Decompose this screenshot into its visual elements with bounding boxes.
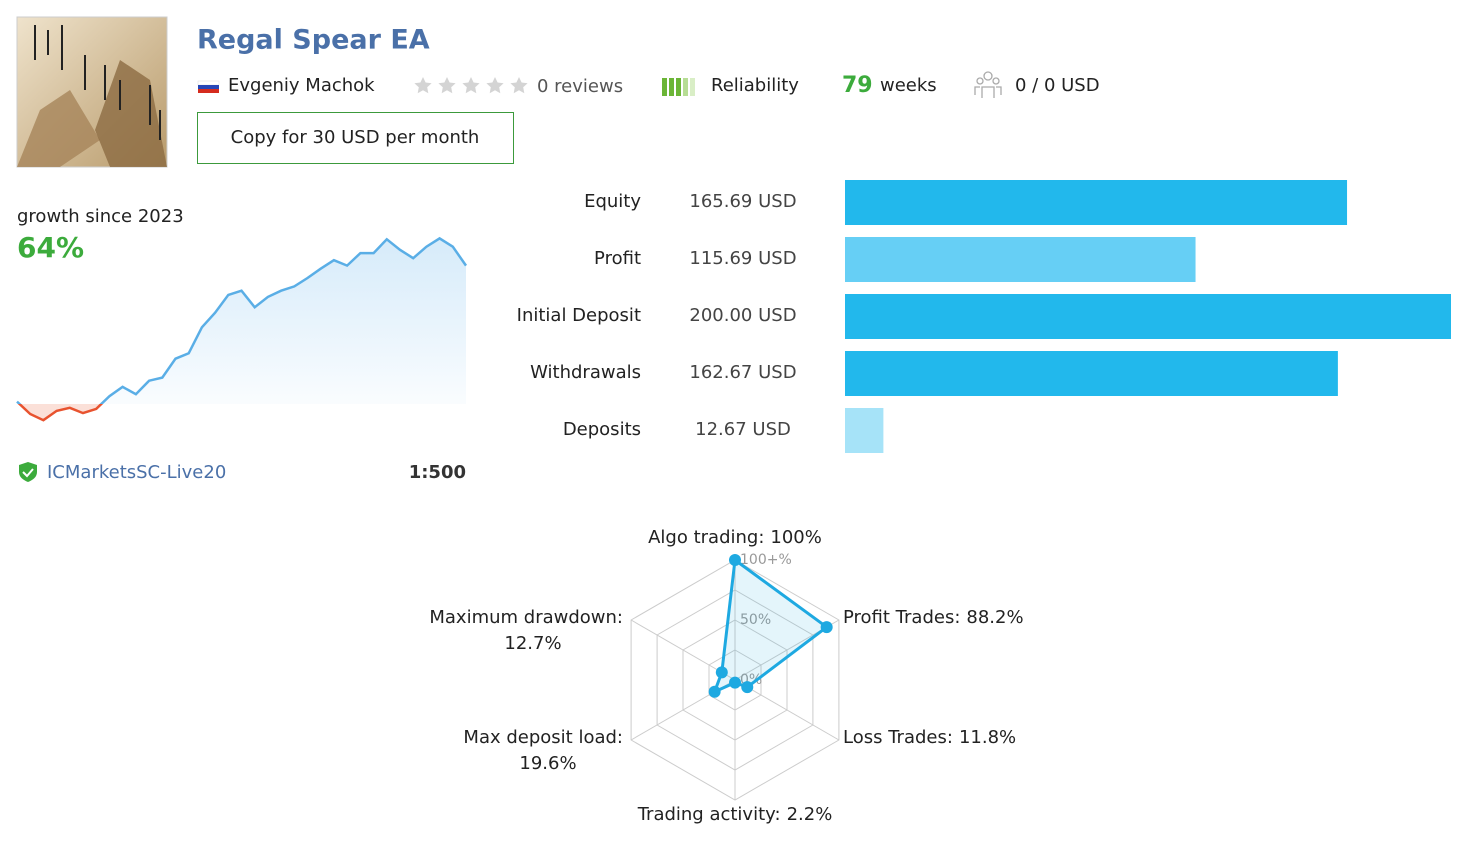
reviews[interactable]: 0 reviews	[537, 76, 623, 97]
bar-value-label: 115.69 USD	[689, 248, 796, 269]
radar-value-label: 2.2%	[787, 804, 833, 825]
weeks-unit: weeks	[880, 75, 937, 96]
radar-label: Trading activity: 2.2%	[637, 804, 833, 825]
radar-value-label: 11.8%	[959, 727, 1016, 748]
radar-tick-label: 50%	[740, 612, 771, 628]
radar-value-label: 19.6%	[519, 753, 576, 774]
growth-negative-area	[19, 404, 102, 421]
radar-category: Max deposit load:	[463, 727, 623, 748]
radar-value-label: 88.2%	[966, 607, 1023, 628]
broker-icon	[19, 462, 37, 482]
leverage: 1:500	[409, 462, 466, 483]
radar-category: Trading activity:	[637, 804, 781, 825]
radar-point	[715, 666, 728, 679]
growth-negative-line	[17, 404, 104, 422]
radar-label: Algo trading: 100%	[648, 527, 822, 548]
radar-point	[820, 621, 833, 634]
radar-tick-label: 100+%	[740, 552, 792, 568]
flag	[197, 80, 220, 93]
growth-value: 64%	[17, 231, 84, 264]
bar-label: Profit	[594, 248, 641, 269]
reliability-icon	[662, 78, 695, 96]
radar-point	[708, 685, 721, 698]
radar-point	[729, 554, 741, 566]
bar	[845, 294, 1451, 339]
growth-line	[16, 236, 468, 404]
radar-area	[713, 558, 829, 694]
radar-value-label: 12.7%	[504, 633, 561, 654]
radar-value-label: 100%	[770, 527, 821, 548]
radar-category: Maximum drawdown:	[429, 607, 623, 628]
weeks-value: 79	[842, 73, 873, 98]
logo	[16, 16, 168, 168]
bar-label: Initial Deposit	[517, 305, 641, 326]
stars	[414, 77, 528, 94]
radar-category: Algo trading:	[648, 527, 764, 548]
radar-category: Profit Trades:	[843, 607, 960, 628]
bar	[845, 351, 1338, 396]
bar	[845, 237, 1196, 282]
bar-value-label: 12.67 USD	[695, 419, 791, 440]
copy-button-label[interactable]: Copy for 30 USD per month	[231, 127, 480, 148]
title[interactable]: Regal Spear EA	[197, 25, 430, 56]
radar-point	[729, 676, 741, 689]
growth-label: growth since 2023	[17, 206, 184, 227]
radar-label: Loss Trades: 11.8%	[843, 727, 1016, 748]
bar-label: Withdrawals	[530, 362, 641, 383]
radar-category: Loss Trades:	[843, 727, 953, 748]
author[interactable]: Evgeniy Machok	[228, 75, 375, 96]
subscribers-icon	[974, 71, 1002, 98]
bar-value-label: 165.69 USD	[689, 191, 796, 212]
subscribers: 0 / 0 USD	[1015, 75, 1100, 96]
radar-label: Profit Trades: 88.2%	[843, 607, 1024, 628]
reliability: Reliability	[711, 75, 799, 96]
growth-area	[17, 238, 466, 404]
bar	[845, 180, 1348, 225]
bar-label: Deposits	[563, 419, 641, 440]
bar-value-label: 200.00 USD	[689, 305, 796, 326]
radar-point	[741, 681, 754, 694]
copy-button[interactable]: Copy for 30 USD per month	[197, 112, 514, 164]
bar-value-label: 162.67 USD	[689, 362, 796, 383]
bar	[845, 408, 884, 453]
bar-label: Equity	[584, 191, 641, 212]
broker[interactable]: ICMarketsSC-Live20	[47, 462, 226, 483]
